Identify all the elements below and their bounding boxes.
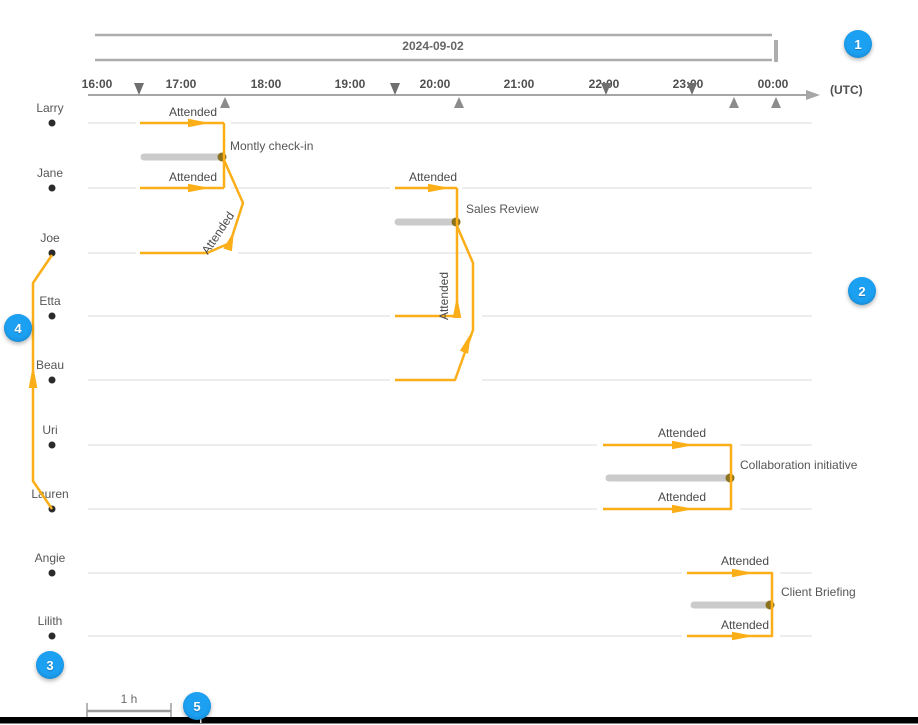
person-dot[interactable]	[48, 569, 56, 577]
callout-number: 2	[858, 283, 866, 299]
person-label: Joe	[40, 231, 60, 245]
end-marker-icon	[771, 97, 781, 108]
arrowhead-right-icon	[428, 183, 450, 193]
time-axis-arrowhead-icon	[806, 90, 820, 100]
meeting-end-markers	[220, 97, 781, 108]
person-dot[interactable]	[48, 249, 56, 257]
attended-label: Attended	[721, 554, 769, 568]
bottom-bar-cursor-tick	[200, 718, 202, 723]
person-label: Etta	[39, 294, 61, 308]
person-dot[interactable]	[48, 312, 56, 320]
attended-label: Attended	[169, 170, 217, 184]
arrowhead-right-icon	[188, 183, 210, 193]
callout-number: 4	[14, 320, 22, 336]
row-grid-lines	[88, 122, 812, 637]
person-label: Beau	[36, 358, 64, 372]
hour-scale: 1 h	[86, 692, 172, 717]
meeting-sales-review: Sales Review Attended Attended	[394, 170, 539, 382]
bottom-edge-bar	[0, 717, 918, 724]
date-band-handle[interactable]	[774, 40, 778, 62]
end-marker-icon	[729, 97, 739, 108]
person-label: Lilith	[38, 614, 63, 628]
axis-tick-label: 19:00	[335, 77, 366, 91]
arrowhead-up-icon	[452, 296, 462, 318]
meeting-collaboration-initiative: Collaboration initiative Attended Attend…	[603, 426, 858, 514]
arrowhead-right-icon	[732, 568, 754, 578]
arrowhead-right-icon	[732, 631, 754, 641]
time-axis: 16:00 17:00 18:00 19:00 20:00 21:00 22:0…	[82, 77, 863, 100]
attended-label: Attended	[721, 618, 769, 632]
people-axis: Larry Jane Joe Etta Beau Uri Lauren Angi…	[31, 101, 69, 640]
meeting-client-briefing: Client Briefing Attended Attended	[687, 554, 856, 641]
axis-tick-label: 18:00	[251, 77, 282, 91]
attended-label-rotated: Attended	[437, 272, 451, 320]
start-marker-icon	[687, 83, 697, 95]
meeting-title: Montly check-in	[230, 139, 313, 153]
date-range-band[interactable]: 2024-09-02	[95, 33, 778, 62]
callout-number: 1	[854, 36, 862, 52]
person-label: Angie	[35, 551, 66, 565]
callout-badge-5: 5	[183, 692, 211, 720]
attended-label: Attended	[409, 170, 457, 184]
meeting-montly-check-in: Montly check-in Attended Attended Attend…	[140, 105, 313, 257]
start-marker-icon	[390, 83, 400, 95]
person-label: Larry	[36, 101, 63, 115]
end-marker-icon	[454, 97, 464, 108]
callout-badge-2: 2	[848, 277, 876, 305]
person-label: Jane	[37, 166, 63, 180]
meeting-title: Sales Review	[466, 202, 539, 216]
callout-number: 5	[193, 698, 201, 714]
end-marker-icon	[220, 97, 230, 108]
meeting-title: Collaboration initiative	[740, 458, 858, 472]
person-dot[interactable]	[48, 441, 56, 449]
axis-tick-label: 21:00	[504, 77, 535, 91]
attended-label: Attended	[169, 105, 217, 119]
start-marker-icon	[601, 83, 611, 95]
timezone-label: (UTC)	[830, 83, 863, 97]
axis-tick-label: 20:00	[420, 77, 451, 91]
attended-label: Attended	[658, 426, 706, 440]
person-dot[interactable]	[48, 376, 56, 384]
callout-number: 3	[46, 657, 54, 673]
person-label: Lauren	[31, 487, 68, 501]
lauren-to-joe-arrow	[28, 254, 54, 510]
attendance-bracket	[603, 443, 733, 511]
person-dot[interactable]	[48, 632, 56, 640]
person-dot[interactable]	[48, 119, 56, 127]
attendance-line-beau	[395, 225, 475, 382]
person-dot[interactable]	[48, 184, 56, 192]
bottom-black-bar	[0, 717, 918, 724]
arrowhead-right-icon	[672, 440, 694, 450]
callout-badge-1: 1	[844, 30, 872, 58]
axis-tick-label: 17:00	[166, 77, 197, 91]
axis-tick-label: 16:00	[82, 77, 113, 91]
meeting-start-markers	[134, 83, 697, 95]
attendance-bracket	[687, 571, 774, 638]
meeting-title: Client Briefing	[781, 585, 856, 599]
start-marker-icon	[134, 83, 144, 95]
arrowhead-right-icon	[188, 118, 210, 128]
callout-badge-4: 4	[4, 314, 32, 342]
scale-label: 1 h	[121, 692, 138, 706]
date-label: 2024-09-02	[402, 39, 464, 53]
person-label: Uri	[42, 423, 57, 437]
attended-label: Attended	[658, 490, 706, 504]
axis-tick-label: 00:00	[758, 77, 789, 91]
callout-badge-3: 3	[36, 651, 64, 679]
arrowhead-right-icon	[672, 504, 694, 514]
arrowhead-up-icon	[28, 365, 38, 388]
arrowhead-diagonal-icon	[223, 231, 234, 252]
arrowhead-diagonal-icon	[459, 333, 471, 354]
